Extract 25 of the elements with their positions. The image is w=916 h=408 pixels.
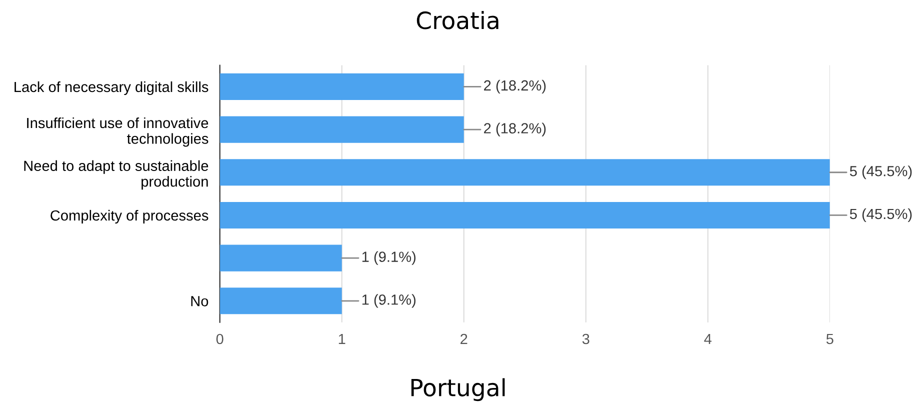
bar [220, 73, 464, 100]
bar [220, 244, 342, 272]
x-tick-label: 1 [338, 334, 346, 344]
bar [220, 288, 342, 314]
chart-title: Croatia [416, 11, 498, 30]
text: Portugal [411, 378, 505, 402]
x-tick-label: 5 [826, 334, 834, 344]
bar [220, 159, 830, 186]
x-tick-label: 3 [582, 334, 590, 344]
y-tick-label: Lack of necessary digital skills [14, 81, 208, 96]
data-label: 2 (18.2%) [484, 80, 546, 94]
data-label: 2 (18.2%) [484, 122, 546, 136]
bar [220, 116, 464, 143]
data-label: 5 (45.5%) [850, 208, 912, 222]
bar [220, 202, 830, 228]
data-label: 1 (9.1%) [362, 251, 416, 265]
y-tick-label: Insufficient use of innovative technologies [27, 117, 208, 147]
x-tick-label: 4 [704, 334, 712, 344]
y-tick-label: Complexity of processes [50, 210, 208, 224]
x-tick-label: 2 [460, 334, 468, 344]
x-tick-label: 0 [216, 334, 224, 344]
data-label: 1 (9.1%) [362, 294, 416, 308]
data-label: 5 (45.5%) [850, 166, 912, 180]
y-tick-label: No [191, 296, 208, 306]
y-tick-label: Need to adapt to sustainable production [24, 160, 208, 190]
